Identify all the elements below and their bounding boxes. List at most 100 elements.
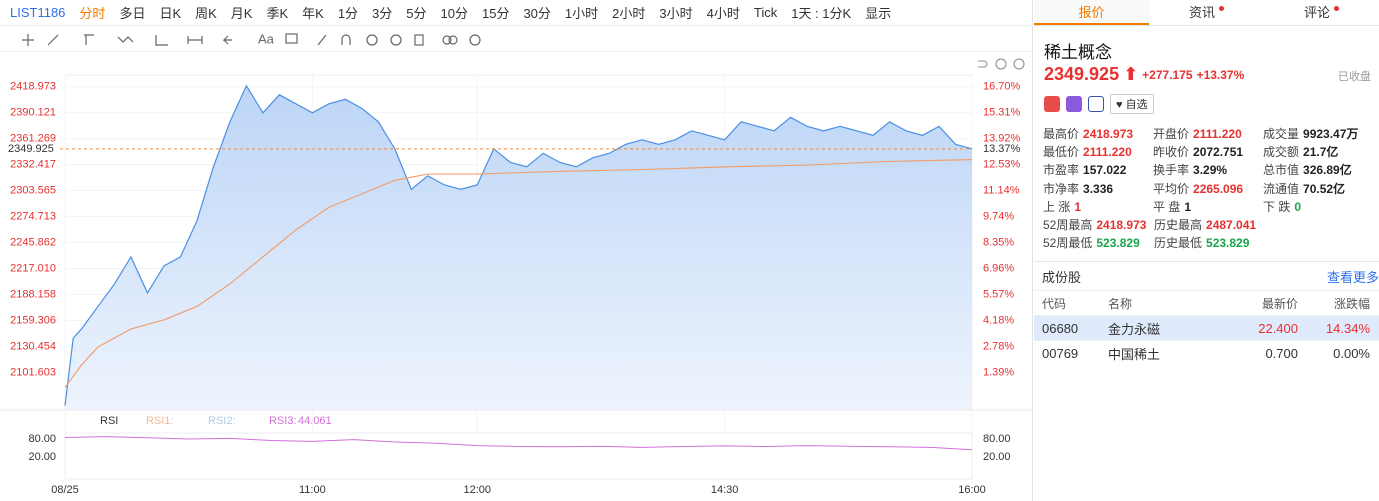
- magnet-tool[interactable]: [341, 34, 351, 45]
- table-row[interactable]: 06680 金力永磁 22.400 14.34%: [1034, 315, 1379, 340]
- period[interactable]: 月K: [230, 6, 253, 21]
- more-link[interactable]: 查看更多: [1326, 269, 1379, 285]
- hide-tool[interactable]: [390, 34, 402, 46]
- stat-label: 成交额: [1263, 144, 1300, 159]
- stat: 市净率 3.336: [1043, 180, 1153, 197]
- stat-label: 上 涨: [1043, 199, 1071, 214]
- period[interactable]: 2小时: [612, 6, 646, 21]
- rsi3-value: 44.061: [298, 415, 332, 427]
- y2-tick-label: 16.70%: [983, 81, 1021, 93]
- note-tool[interactable]: [285, 33, 298, 44]
- period[interactable]: 日K: [159, 6, 182, 21]
- y-tick-label: 2418.973: [10, 81, 56, 93]
- stat: 成交量 9923.47万: [1263, 125, 1373, 142]
- period[interactable]: 多日: [119, 6, 146, 21]
- period[interactable]: 5分: [406, 6, 427, 21]
- y2-tick-label: 13.92%: [983, 133, 1021, 145]
- measure-tool[interactable]: [187, 36, 203, 44]
- table-row[interactable]: 00769 中国稀土 0.700 0.00%: [1034, 340, 1379, 365]
- y2-tick-label: 15.31%: [983, 107, 1021, 119]
- stat-value: 2265.096: [1193, 181, 1244, 196]
- y2-tick-label: 4.18%: [983, 314, 1014, 326]
- period[interactable]: 1分: [337, 6, 359, 21]
- cell: 0.700: [1265, 345, 1298, 361]
- arrow-tool[interactable]: [222, 35, 232, 45]
- channel-tool[interactable]: [84, 34, 94, 45]
- stat-row: 52周最高 2418.973 历史最高 2487.041: [1043, 215, 1373, 233]
- tab[interactable]: 评论: [1264, 0, 1379, 25]
- price-line: [64, 84, 973, 406]
- stat: 昨收价 2072.751: [1153, 143, 1263, 160]
- stat-value: 2072.751: [1193, 144, 1244, 159]
- symbol[interactable]: LIST1186: [10, 5, 66, 20]
- period[interactable]: 分时: [79, 6, 106, 21]
- y2-tick-label: 5.57%: [983, 288, 1014, 300]
- move-tool[interactable]: [22, 34, 34, 46]
- wave-tool[interactable]: [117, 36, 134, 43]
- stat-value: 2487.041: [1206, 218, 1257, 233]
- period[interactable]: 3小时: [659, 6, 693, 21]
- line-tool[interactable]: [47, 34, 59, 46]
- stat-label: 平 盘: [1153, 199, 1181, 214]
- period[interactable]: Tick: [753, 5, 778, 20]
- period[interactable]: 季K: [266, 6, 289, 21]
- stat: 市盈率 157.022: [1043, 161, 1153, 178]
- period[interactable]: 1天 : 1分K: [791, 6, 852, 21]
- constituents-table: 代码 名称 最新价 涨跌幅 06680 金力永磁 22.400 14.34% 00769 中国稀土…: [1034, 290, 1379, 365]
- fib-tool[interactable]: [155, 35, 168, 46]
- stat-value: 2111.220: [1083, 144, 1132, 159]
- flash-icon[interactable]: [1066, 96, 1082, 112]
- header-cell: 代码: [1042, 296, 1067, 311]
- period[interactable]: 30分: [523, 6, 551, 21]
- period[interactable]: 1小时: [564, 6, 599, 21]
- delete-tool[interactable]: [414, 34, 424, 46]
- period[interactable]: 周K: [195, 6, 217, 21]
- y2-tick-label: 2.78%: [983, 340, 1014, 352]
- period[interactable]: 显示: [865, 6, 892, 21]
- rsi-line: [64, 436, 973, 451]
- lock-tool[interactable]: [366, 34, 378, 46]
- compare-tool-b: [448, 35, 458, 45]
- watch-button[interactable]: ♥ 自选: [1110, 94, 1154, 114]
- price-chart: 2418.973 2390.121 2361.269 2332.417 2303.565…: [0, 58, 1033, 496]
- y2-tick-label: 12.53%: [983, 158, 1021, 170]
- stat-label: 开盘价: [1153, 126, 1190, 141]
- stat-label: 52周最高: [1043, 218, 1093, 233]
- period[interactable]: 3分: [372, 6, 393, 21]
- stat: 历史最高 2487.041: [1154, 216, 1265, 233]
- settings-tool[interactable]: [469, 34, 481, 46]
- rsi-tick-label: 80.00: [28, 433, 56, 445]
- x-tick-label: 16:00: [958, 484, 986, 496]
- pen-tool[interactable]: [317, 34, 327, 46]
- cell: 中国稀土: [1108, 346, 1161, 362]
- last-price-tag: [0, 141, 60, 156]
- table-header: 代码 名称 最新价 涨跌幅: [1034, 290, 1379, 315]
- text-tool[interactable]: Aa: [258, 31, 275, 46]
- period[interactable]: 4小时: [706, 6, 740, 21]
- rsi-tick-label-right: 80.00: [983, 433, 1011, 445]
- period[interactable]: 10分: [440, 6, 468, 21]
- y-tick-label: 2188.158: [10, 288, 56, 300]
- chart-panel: LIST1186 分时 多日 日K 周K 月K 季K 年K 1分 3分 5分 10分 15分 30分 1小时…: [0, 0, 1033, 501]
- badge: [1219, 6, 1224, 11]
- rsi-title: RSI: [100, 415, 118, 427]
- doc-icon[interactable]: [1088, 96, 1104, 112]
- stat-value: 1: [1074, 199, 1082, 214]
- y-tick-label: 2245.862: [10, 237, 56, 249]
- constituents-header: 成份股 查看更多: [1034, 262, 1379, 290]
- stat-label: 流通值: [1263, 181, 1300, 196]
- stat: 最低价 2111.220: [1043, 143, 1153, 160]
- hk-icon[interactable]: [1044, 96, 1060, 112]
- cell: 06680: [1042, 320, 1079, 336]
- period[interactable]: 15分: [481, 6, 510, 21]
- stat: 换手率 3.29%: [1153, 161, 1263, 178]
- compare-tool[interactable]: [442, 35, 452, 45]
- period[interactable]: 年K: [302, 6, 324, 21]
- tab[interactable]: 资讯: [1149, 0, 1264, 25]
- header-cell: 最新价: [1261, 296, 1298, 311]
- tab[interactable]: 报价: [1034, 0, 1149, 25]
